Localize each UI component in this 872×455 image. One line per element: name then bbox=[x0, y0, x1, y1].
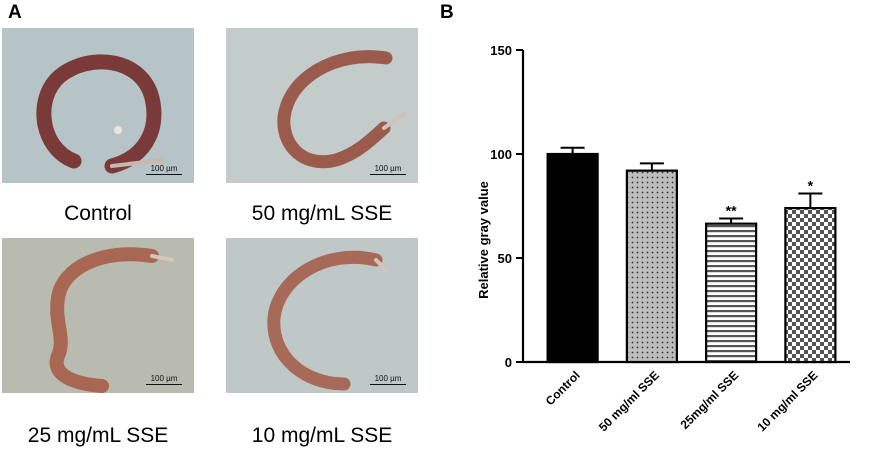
caption-25: 25 mg/mL SSE bbox=[27, 424, 169, 447]
bar-chart: Relative gray value 0 50 100 150 Control 50 m… bbox=[476, 43, 850, 434]
y-tick-label: 100 bbox=[490, 147, 512, 162]
bar-4 bbox=[784, 206, 837, 364]
scale-bar-label: 100 µm bbox=[150, 163, 178, 173]
scale-bar: 100 µm bbox=[370, 373, 406, 385]
scale-bar: 100 µm bbox=[146, 373, 182, 385]
x-tick-label: Control bbox=[543, 368, 583, 408]
caption-50: 50 mg/mL SSE bbox=[251, 202, 393, 225]
y-tick-label: 150 bbox=[490, 43, 512, 58]
scale-bar: 100 µm bbox=[146, 163, 182, 175]
y-tick-label: 50 bbox=[498, 251, 512, 266]
panel-a-letter: A bbox=[8, 2, 22, 23]
significance-marker: * bbox=[808, 178, 814, 194]
micrograph-control: 100 µm bbox=[2, 28, 194, 183]
worm-image-control bbox=[2, 28, 194, 183]
caption-10: 10 mg/mL SSE bbox=[251, 424, 393, 447]
y-tick-label: 0 bbox=[505, 355, 512, 370]
worm-image-25 bbox=[2, 238, 194, 393]
worm-image-50 bbox=[226, 28, 418, 183]
caption-control: Control bbox=[64, 202, 132, 225]
bar-3 bbox=[705, 222, 758, 364]
x-tick-label: 10 mg/ml SSE bbox=[754, 368, 820, 434]
bar-2 bbox=[625, 169, 678, 364]
bar-1 bbox=[546, 152, 599, 364]
micrograph-10: 100 µm bbox=[226, 238, 418, 393]
y-axis-label: Relative gray value bbox=[476, 181, 491, 299]
scale-bar: 100 µm bbox=[370, 163, 406, 175]
scale-bar-label: 100 µm bbox=[150, 373, 178, 383]
scale-bar-label: 100 µm bbox=[374, 373, 402, 383]
x-tick-label: 25mg/ml SSE bbox=[678, 368, 742, 432]
x-tick-label: 50 mg/ml SSE bbox=[596, 368, 662, 434]
micrograph-50: 100 µm bbox=[226, 28, 418, 183]
panel-b-letter: B bbox=[440, 2, 454, 23]
scale-bar-label: 100 µm bbox=[374, 163, 402, 173]
worm-image-10 bbox=[226, 238, 418, 393]
significance-marker: ** bbox=[726, 202, 737, 218]
micrograph-25: 100 µm bbox=[2, 238, 194, 393]
